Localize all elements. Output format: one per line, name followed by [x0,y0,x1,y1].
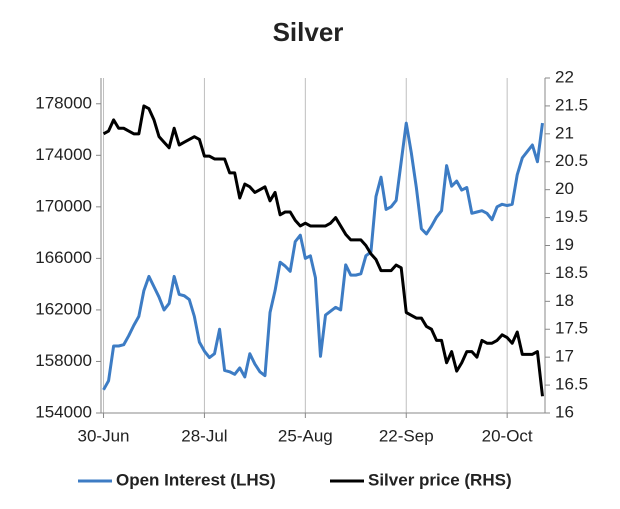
y-tick-label: 162000 [35,299,92,318]
y2-tick-label: 22 [555,67,574,86]
y2-tick-label: 21 [555,123,574,142]
y-tick-label: 158000 [35,351,92,370]
chart-title: Silver [273,17,344,47]
y2-tick-label: 19 [555,235,574,254]
y-tick-label: 154000 [35,402,92,421]
y2-tick-label: 16 [555,402,574,421]
y-tick-label: 170000 [35,196,92,215]
legend-label: Silver price (RHS) [368,470,512,489]
y2-tick-label: 20 [555,179,574,198]
legend-label: Open Interest (LHS) [116,470,276,489]
y2-tick-label: 18.5 [555,263,588,282]
y2-tick-label: 16.5 [555,375,588,394]
y2-tick-label: 17.5 [555,319,588,338]
y2-tick-label: 18 [555,291,574,310]
x-tick-label: 30-Jun [78,426,130,445]
y-tick-label: 166000 [35,248,92,267]
x-tick-label: 25-Aug [278,426,333,445]
y2-tick-label: 19.5 [555,207,588,226]
y-tick-label: 174000 [35,145,92,164]
y2-tick-label: 17 [555,347,574,366]
series-line [102,121,544,391]
x-tick-label: 22-Sep [379,426,434,445]
x-tick-label: 20-Oct [482,426,533,445]
y2-tick-label: 20.5 [555,151,588,170]
series-line [102,104,544,397]
y-tick-label: 178000 [35,93,92,112]
x-tick-label: 28-Jul [181,426,227,445]
y2-tick-label: 21.5 [555,95,588,114]
